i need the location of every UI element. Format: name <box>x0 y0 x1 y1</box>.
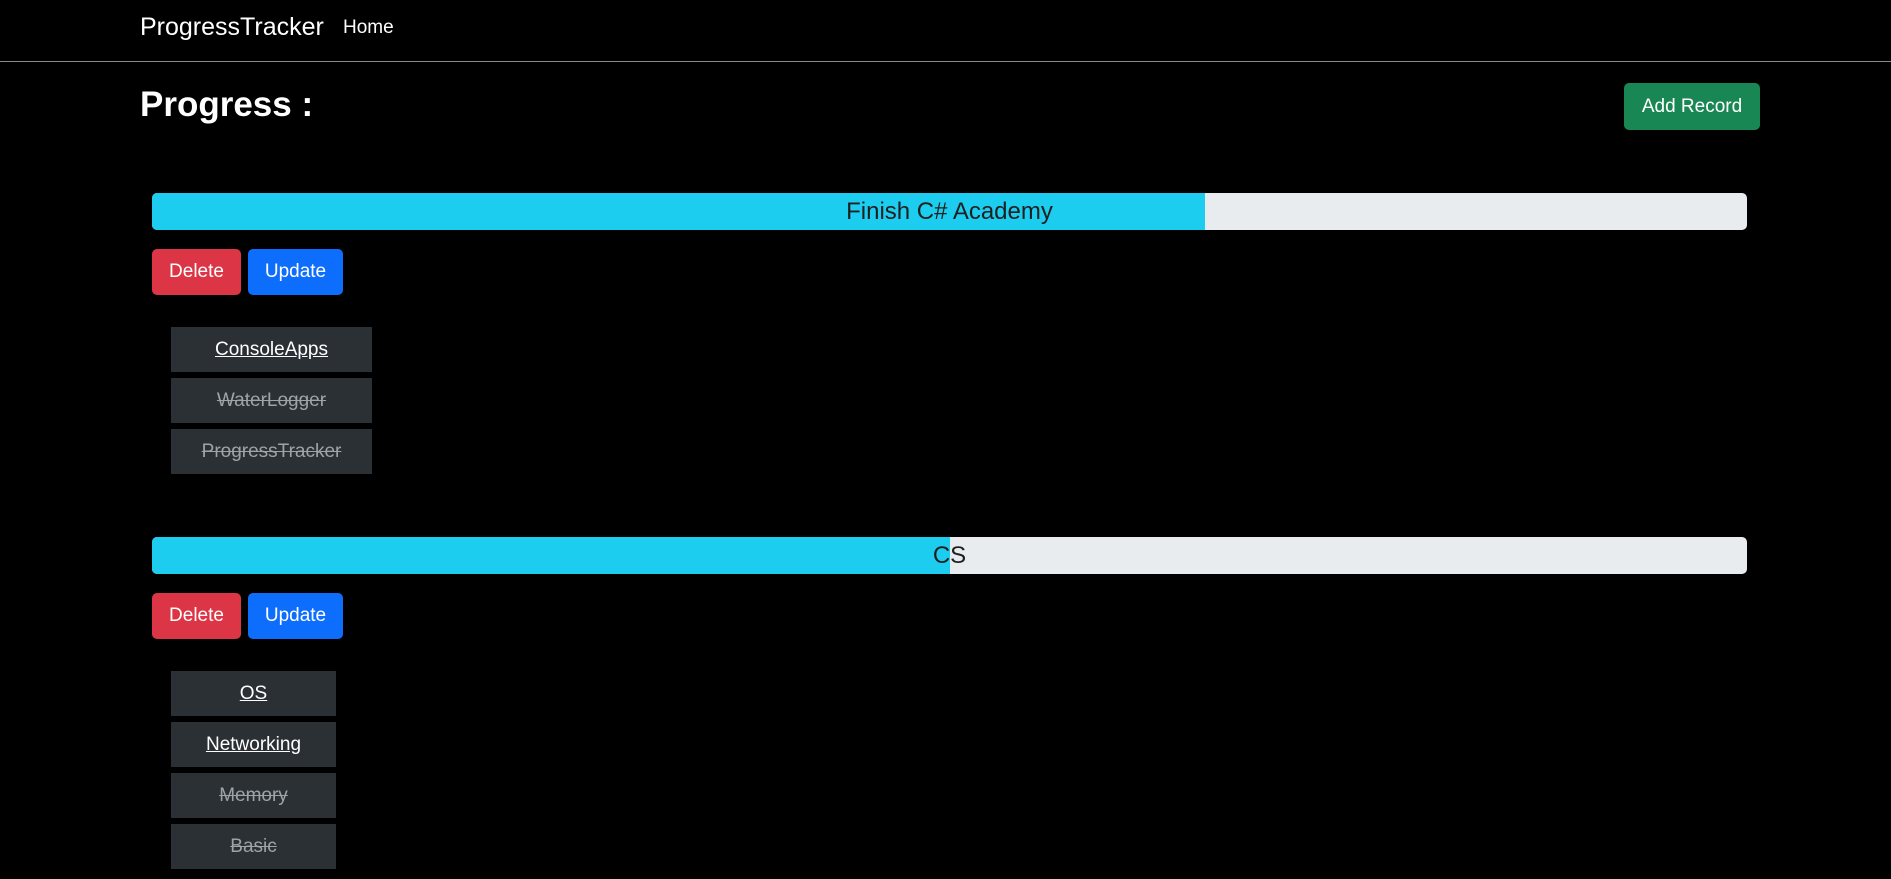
update-button[interactable]: Update <box>248 593 343 639</box>
task-list: ConsoleApps WaterLogger ProgressTracker <box>171 327 372 480</box>
update-button[interactable]: Update <box>248 249 343 295</box>
progress-bar: CS <box>152 537 1747 574</box>
task-item[interactable]: Basic <box>171 824 336 869</box>
brand-link[interactable]: ProgressTracker <box>140 13 324 41</box>
delete-button[interactable]: Delete <box>152 593 241 639</box>
nav-home-link[interactable]: Home <box>343 17 394 38</box>
progress-title: Finish C# Academy <box>846 197 1053 225</box>
progress-title: CS <box>932 541 967 569</box>
delete-button[interactable]: Delete <box>152 249 241 295</box>
progress-bar: Finish C# Academy <box>152 193 1747 230</box>
task-item[interactable]: ConsoleApps <box>171 327 372 372</box>
record-card: CS Delete Update OS Networking Memory Ba… <box>152 537 1747 869</box>
task-item[interactable]: Memory <box>171 773 336 818</box>
task-item[interactable]: WaterLogger <box>171 378 372 423</box>
progress-fill <box>152 537 950 574</box>
navbar: ProgressTracker Home <box>0 0 1891 62</box>
task-item[interactable]: OS <box>171 671 336 716</box>
task-item[interactable]: Networking <box>171 722 336 767</box>
progress-fill <box>152 193 1205 230</box>
page-title: Progress : <box>140 85 314 124</box>
record-card: Finish C# Academy Delete Update ConsoleA… <box>152 193 1747 474</box>
task-list: OS Networking Memory Basic <box>171 671 336 875</box>
add-record-button[interactable]: Add Record <box>1624 83 1760 130</box>
task-item[interactable]: ProgressTracker <box>171 429 372 474</box>
